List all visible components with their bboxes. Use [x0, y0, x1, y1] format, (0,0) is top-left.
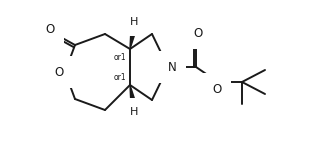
Text: or1: or1 — [114, 53, 126, 61]
Text: or1: or1 — [114, 73, 126, 82]
Text: O: O — [46, 22, 55, 36]
Polygon shape — [130, 26, 137, 49]
Text: O: O — [54, 65, 64, 79]
Polygon shape — [130, 85, 137, 107]
Text: N: N — [167, 60, 176, 74]
Text: H: H — [130, 17, 138, 27]
Text: O: O — [193, 27, 203, 39]
Text: O: O — [212, 83, 222, 96]
Text: H: H — [130, 107, 138, 117]
